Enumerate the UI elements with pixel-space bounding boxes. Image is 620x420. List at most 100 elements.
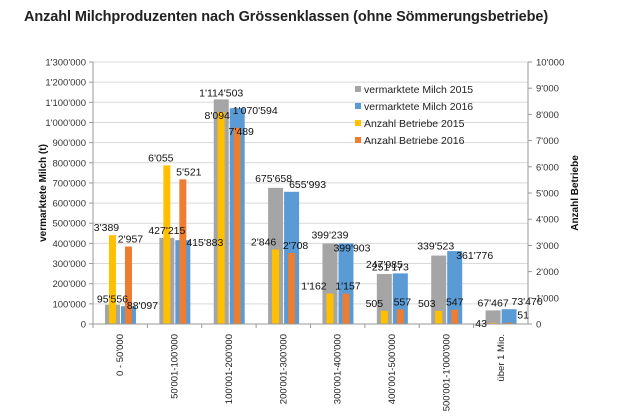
y-tick-label: 1'300'000: [45, 58, 86, 69]
y-tick-label: 1'100'000: [45, 98, 86, 109]
data-label: 73'470: [511, 296, 542, 308]
y2-tick-label: 4'000: [536, 215, 559, 226]
legend-swatch: [355, 137, 361, 143]
data-label: 247'985: [366, 259, 403, 271]
data-label: 88'097: [127, 300, 158, 312]
legend-label: Anzahl Betriebe 2016: [364, 135, 465, 147]
y-tick-label: 400'000: [52, 239, 86, 250]
data-label: 1'162: [301, 281, 327, 293]
legend: vermarktete Milch 2015 vermarktete Milch …: [355, 84, 473, 147]
x-tick-label: 0 - 50'000: [115, 334, 126, 376]
data-label: 6'055: [148, 152, 174, 164]
y2-tick-label: 7'000: [536, 136, 559, 147]
axes: 0 100'000 200'000 300'000 400'000 500'000 600'…: [45, 58, 564, 412]
legend-swatch: [355, 120, 361, 126]
y2-tick-label: 0: [536, 320, 541, 331]
y-axis-title: vermarktete Milch (t): [38, 144, 49, 242]
y-tick-label: 300'000: [52, 259, 86, 270]
bar-betriebe-2016: [288, 253, 296, 324]
x-tick-label: 400'001-500'000: [387, 334, 398, 404]
data-label: 43: [475, 318, 487, 330]
data-label: 2'708: [283, 240, 309, 252]
y2-tick-label: 10'000: [536, 58, 564, 69]
y2-tick-label: 2'000: [536, 267, 559, 278]
bar-betriebe-2015: [489, 322, 497, 324]
legend-swatch: [355, 103, 361, 109]
data-label: 1'157: [335, 281, 361, 293]
bar-betriebe-2015: [435, 310, 443, 324]
bar-milk-2016: [338, 243, 354, 324]
y2-axis-title: Anzahl Betriebe: [570, 155, 581, 231]
data-label: 675'658: [255, 173, 292, 185]
x-tick-label: 100'001-200'000: [224, 334, 235, 404]
bars: [104, 99, 517, 325]
y-tick-label: 600'000: [52, 199, 86, 210]
bar-milk-2016: [447, 251, 463, 324]
x-tick-label: 500'001-1'000'000: [441, 334, 452, 411]
bar-betriebe-2015: [108, 235, 116, 324]
data-label: 505: [366, 298, 384, 310]
bar-betriebe-2016: [179, 179, 187, 324]
y-tick-label: 900'000: [52, 138, 86, 149]
bar-milk-2016: [501, 309, 517, 324]
y-tick-label: 100'000: [52, 299, 86, 310]
data-label: 399'239: [311, 230, 348, 242]
data-labels: 95'556 427'215 1'114'503 675'658 399'239 247'…: [94, 87, 543, 329]
data-label: 2'957: [118, 234, 144, 246]
y-tick-label: 1'000'000: [45, 118, 86, 129]
legend-swatch: [355, 86, 361, 92]
bar-betriebe-2016: [124, 246, 132, 324]
bar-betriebe-2016: [505, 322, 513, 324]
bar-milk-2015: [431, 255, 447, 324]
data-label: 503: [418, 298, 436, 310]
y2-tick-label: 8'000: [536, 110, 559, 121]
x-tick-label: 50'001-100'000: [170, 334, 181, 399]
y2-tick-label: 5'000: [536, 189, 559, 200]
data-label: 7'489: [229, 126, 255, 138]
y-tick-label: 700'000: [52, 178, 86, 189]
bar-milk-2015: [485, 310, 501, 324]
x-tick-label: über 1 Mio.: [496, 334, 507, 382]
data-label: 399'903: [333, 242, 370, 254]
bar-betriebe-2015: [217, 111, 225, 325]
legend-label: vermarktete Milch 2016: [364, 101, 473, 113]
data-label: 2'846: [251, 236, 277, 248]
bar-milk-2015: [376, 274, 392, 324]
y-tick-label: 200'000: [52, 279, 86, 290]
x-tick-label: 300'001-400'000: [333, 334, 344, 404]
y-tick-label: 800'000: [52, 158, 86, 169]
bar-betriebe-2015: [326, 293, 334, 324]
y-tick-label: 1'200'000: [45, 78, 86, 89]
chart-title: Anzahl Milchproduzenten nach Grössenklas…: [24, 9, 549, 25]
bar-milk-2015: [322, 243, 338, 324]
data-label: 427'215: [148, 225, 185, 237]
y2-tick-label: 3'000: [536, 241, 559, 252]
y2-tick-label: 1'000: [536, 293, 559, 304]
data-label: 251'173: [372, 261, 409, 273]
legend-label: vermarktete Milch 2015: [364, 84, 473, 96]
x-tick-label: 200'001-300'000: [278, 334, 289, 404]
bar-milk-2016: [392, 273, 408, 324]
bar-betriebe-2016: [233, 127, 241, 324]
y-tick-label: 0: [81, 320, 86, 331]
data-label: 3'389: [94, 222, 120, 234]
data-label: 415'883: [186, 237, 223, 249]
bar-betriebe-2016: [396, 309, 404, 324]
data-label: 339'523: [417, 241, 454, 253]
data-label: 361'776: [456, 250, 493, 262]
bar-betriebe-2015: [272, 249, 280, 324]
data-label: 1'070'594: [233, 105, 278, 117]
data-label: 557: [394, 296, 412, 308]
data-label: 655'993: [289, 179, 326, 191]
data-label: 1'114'503: [199, 87, 243, 99]
y2-tick-label: 6'000: [536, 162, 559, 173]
data-label: 8'094: [205, 110, 231, 122]
data-label: 95'556: [97, 294, 128, 306]
data-label: 5'521: [176, 166, 202, 178]
bar-betriebe-2016: [451, 309, 459, 324]
y2-tick-label: 9'000: [536, 84, 559, 95]
bar-betriebe-2015: [380, 310, 388, 324]
legend-label: Anzahl Betriebe 2015: [364, 118, 465, 130]
data-label: 547: [446, 297, 464, 309]
